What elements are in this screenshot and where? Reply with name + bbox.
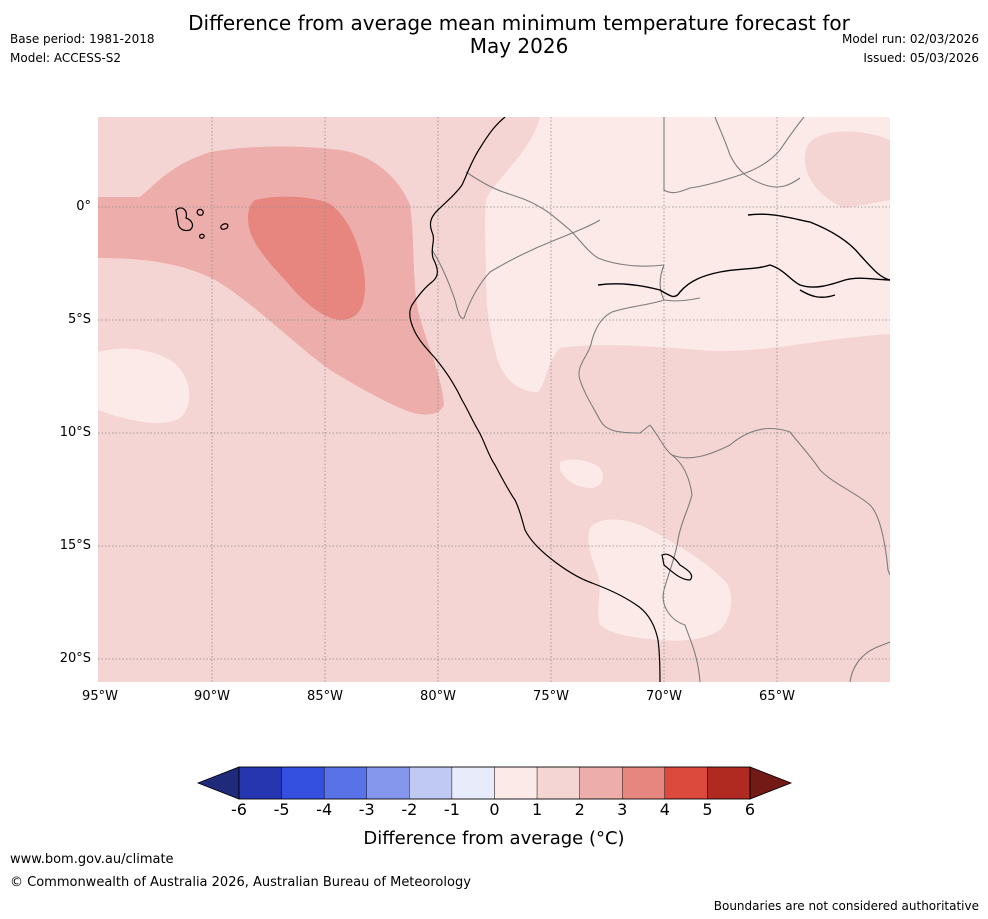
- colorbar-tick-label: 6: [744, 800, 756, 819]
- map-title: Difference from average mean minimum tem…: [120, 12, 918, 58]
- rivers: [597, 213, 890, 298]
- colorbar-tick-label: -3: [358, 800, 375, 819]
- lon-label-85w: 85°W: [307, 689, 343, 704]
- lat-label-15s: 15°S: [59, 538, 91, 553]
- colorbar-extend-high: [749, 766, 793, 800]
- colorbar-tick-label: 4: [659, 800, 670, 819]
- colorbar-cell: [323, 766, 367, 800]
- lat-label-20s: 20°S: [59, 651, 91, 666]
- colorbar-cell: [536, 766, 580, 800]
- footer-disclaimer: Boundaries are not considered authoritat…: [713, 899, 979, 913]
- colorbar-tick-label: 2: [574, 800, 585, 819]
- lon-label-70w: 70°W: [646, 689, 682, 704]
- colorbar-cell: [494, 766, 538, 800]
- colorbar-extend-low: [196, 766, 240, 800]
- colorbar-cell: [707, 766, 751, 800]
- colorbar-outline: [238, 766, 751, 800]
- anomaly-2-to-3: [98, 146, 444, 415]
- colorbar-cell: [281, 766, 325, 800]
- colorbar-cell: [366, 766, 410, 800]
- anomaly-0-to-1-pacific: [98, 348, 190, 424]
- issued-date: Issued: 05/03/2026: [863, 51, 979, 65]
- colorbar-tick-label: 0: [489, 800, 500, 819]
- meta-right: Model run: 02/03/2026 Issued: 05/03/2026: [842, 30, 979, 68]
- colorbar-tick-label: 1: [531, 800, 543, 819]
- colorbar-tick-label: 3: [617, 800, 628, 819]
- colorbar-label: Difference from average (°C): [363, 828, 625, 849]
- model-run: Model run: 02/03/2026: [841, 32, 979, 46]
- lon-label-90w: 90°W: [194, 689, 230, 704]
- anomaly-0-to-1-small-patch: [560, 459, 603, 488]
- lat-label-10s: 10°S: [59, 425, 91, 440]
- base-period: Base period: 1981-2018: [10, 32, 155, 46]
- anomaly-1-to-2-northeast: [804, 131, 890, 208]
- title-line-2: May 2026: [469, 34, 569, 58]
- footer-copyright: © Commonwealth of Australia 2026, Austra…: [10, 875, 471, 890]
- colorbar-cells: [238, 766, 751, 800]
- country-boundaries: [431, 117, 890, 682]
- anomaly-0-to-1-amazon: [485, 117, 890, 392]
- colorbar-tick-label: -6: [231, 800, 247, 819]
- colorbar-tick-label: -2: [401, 800, 418, 819]
- lon-label-65w: 65°W: [759, 689, 795, 704]
- colorbar-tick-label: -5: [273, 800, 290, 819]
- footer-url: www.bom.gov.au/climate: [10, 852, 174, 867]
- colorbar-tick-label: 5: [702, 800, 713, 819]
- graticule: [98, 117, 890, 682]
- colorbar-tick-label: -1: [443, 800, 460, 819]
- lat-label-0: 0°: [76, 199, 91, 214]
- anomaly-0-to-1-altiplano: [588, 519, 732, 641]
- title-line-1: Difference from average mean minimum tem…: [188, 11, 850, 35]
- colorbar-tick-label: -4: [316, 800, 333, 819]
- colorbar-cell: [579, 766, 623, 800]
- colorbar-cell: [451, 766, 495, 800]
- colorbar: [196, 766, 793, 800]
- lon-label-75w: 75°W: [533, 689, 569, 704]
- model-name: Model: ACCESS-S2: [10, 51, 122, 65]
- colorbar-cell: [622, 766, 666, 800]
- colorbar-cell: [409, 766, 453, 800]
- anomaly-3-to-4: [248, 196, 366, 320]
- lon-label-80w: 80°W: [420, 689, 456, 704]
- lat-label-5s: 5°S: [67, 312, 91, 327]
- map-area: [98, 117, 890, 682]
- colorbar-cell: [664, 766, 708, 800]
- colorbar-cell: [238, 766, 282, 800]
- lon-label-95w: 95°W: [82, 689, 118, 704]
- meta-left: Base period: 1981-2018 Model: ACCESS-S2: [10, 30, 155, 68]
- coastline: [175, 117, 693, 682]
